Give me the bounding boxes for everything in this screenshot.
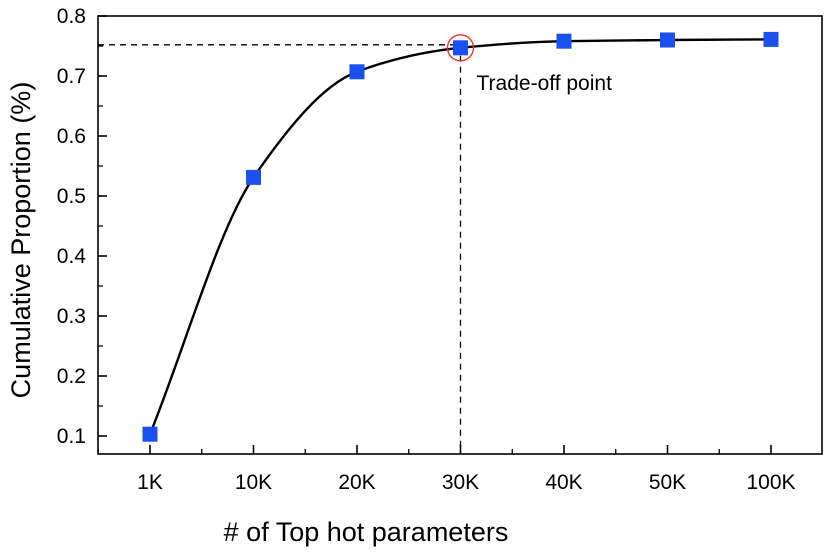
x-tick-label: 10K <box>235 471 272 494</box>
x-tick-label: 30K <box>442 471 479 494</box>
x-tick-label: 50K <box>649 471 686 494</box>
trade-off-highlight-circle <box>446 34 475 62</box>
y-tick-label: 0.7 <box>57 65 86 88</box>
y-tick-label: 0.1 <box>57 425 86 448</box>
data-point-30K <box>453 40 468 56</box>
y-tick-label: 0.4 <box>57 245 87 268</box>
data-point-20K <box>349 64 365 80</box>
y-tick-label: 0.5 <box>57 185 86 208</box>
data-point-50K <box>660 32 675 48</box>
x-tick-label: 100K <box>746 471 795 494</box>
data-point-40K <box>556 33 572 49</box>
data-point-10K <box>246 169 261 185</box>
reference-lines <box>98 44 462 454</box>
x-axis-ticks: 1K 10K 20K 30K 40K 50K 100K <box>97 445 796 494</box>
y-tick-label: 0.3 <box>57 305 86 328</box>
x-tick-label: 20K <box>338 471 375 494</box>
y-tick-label: 0.6 <box>57 125 86 148</box>
y-axis-title: Cumulative Proportion (%) <box>6 82 36 399</box>
y-tick-label: 0.2 <box>57 365 86 388</box>
y-axis-ticks: 0.1 0.2 0.3 0.4 0.5 0.6 0.7 0.8 <box>57 5 107 448</box>
y-tick-label: 0.8 <box>57 5 86 28</box>
data-point-1K <box>142 426 158 442</box>
trade-off-label: Trade-off point <box>477 72 613 95</box>
x-tick-label: 40K <box>545 471 582 494</box>
x-tick-label: 1K <box>137 471 163 494</box>
x-axis-title: # of Top hot parameters <box>224 517 509 547</box>
data-markers <box>142 31 779 442</box>
data-point-100K <box>763 31 779 47</box>
